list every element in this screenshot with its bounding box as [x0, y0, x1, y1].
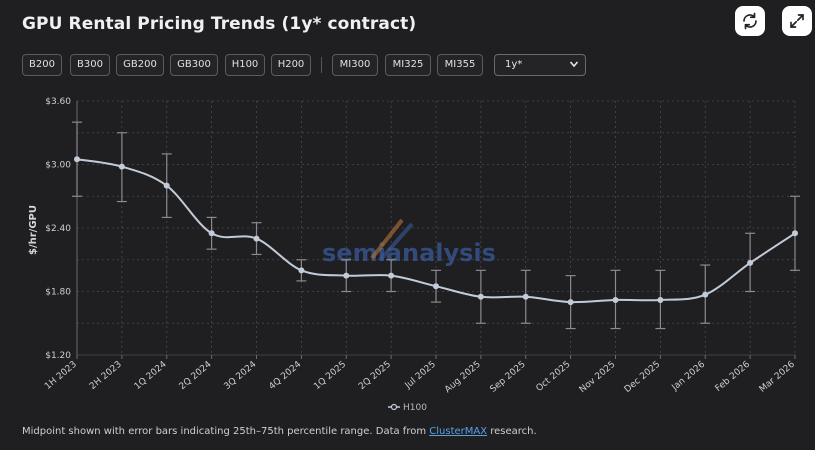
- footer-text-end: research.: [487, 426, 537, 437]
- watermark-mark: [370, 218, 414, 262]
- filter-gb200[interactable]: GB200: [116, 54, 164, 76]
- data-point[interactable]: [612, 296, 619, 303]
- y-axis-ticks: $3.60 $3.00 $2.40 $1.80 $1.20: [45, 97, 71, 361]
- x-tick-label: 2Q 2025: [357, 360, 393, 392]
- data-point[interactable]: [792, 230, 798, 237]
- contract-select[interactable]: 1y*: [494, 54, 586, 76]
- x-axis-ticks: 1H 2023 2H 2023 1Q 2024 2Q 2024 3Q 2024 4Q 20…: [43, 355, 797, 395]
- clustermax-link[interactable]: ClusterMAX: [429, 426, 488, 437]
- x-tick-label: Oct 2025: [534, 360, 572, 394]
- legend-marker: [390, 403, 398, 411]
- chart-title: GPU Rental Pricing Trends (1y* contract): [22, 14, 417, 34]
- x-tick-label: Aug 2025: [443, 360, 483, 396]
- line-chart: semianalysis $3.60 $3.00 $2.40 $1.80 $1.20 1…: [28, 97, 800, 413]
- x-tick-label: 4Q 2024: [267, 359, 303, 392]
- filter-gb300[interactable]: GB300: [170, 54, 218, 76]
- x-tick-label: Feb 2026: [714, 359, 753, 394]
- filter-separator: [321, 57, 322, 73]
- refresh-button[interactable]: [735, 6, 765, 36]
- data-point[interactable]: [343, 272, 350, 279]
- refresh-icon: [743, 12, 757, 30]
- expand-button[interactable]: [782, 6, 812, 36]
- y-tick-label: $3.60: [45, 97, 71, 107]
- data-points: [74, 156, 798, 306]
- y-tick-label: $2.40: [45, 224, 71, 234]
- data-point[interactable]: [298, 267, 305, 274]
- x-tick-label: Sep 2025: [489, 360, 528, 395]
- x-tick-label: 1Q 2025: [312, 360, 348, 392]
- footer-note: Midpoint shown with error bars indicatin…: [22, 426, 537, 437]
- x-tick-label: 1Q 2024: [133, 359, 169, 392]
- x-tick-label: Jul 2025: [403, 360, 438, 392]
- contract-select-value: 1y*: [505, 59, 523, 70]
- data-point[interactable]: [747, 259, 754, 266]
- data-point[interactable]: [657, 296, 664, 303]
- filter-h100[interactable]: H100: [225, 54, 265, 76]
- filter-mi300[interactable]: MI300: [332, 54, 378, 76]
- data-point[interactable]: [388, 272, 395, 279]
- data-point[interactable]: [567, 299, 574, 306]
- data-point[interactable]: [477, 293, 484, 300]
- y-axis-label: $/hr/GPU: [28, 205, 39, 255]
- watermark: semianalysis: [322, 218, 496, 267]
- data-point[interactable]: [118, 163, 125, 170]
- data-point[interactable]: [74, 156, 80, 163]
- data-point[interactable]: [522, 293, 529, 300]
- data-point[interactable]: [253, 235, 260, 242]
- x-tick-label: 2Q 2024: [178, 359, 214, 392]
- x-tick-label: Dec 2025: [623, 360, 663, 395]
- y-tick-label: $3.00: [45, 161, 71, 171]
- filter-h200[interactable]: H200: [271, 54, 311, 76]
- legend[interactable]: H100: [388, 403, 427, 413]
- filter-b300[interactable]: B300: [70, 54, 110, 76]
- x-tick-label: 2H 2023: [88, 360, 124, 392]
- footer-text: Midpoint shown with error bars indicatin…: [22, 426, 430, 437]
- data-point[interactable]: [433, 283, 439, 290]
- watermark-text: semianalysis: [322, 239, 496, 267]
- filter-mi355[interactable]: MI355: [437, 54, 483, 76]
- legend-label-h100: H100: [403, 403, 427, 413]
- data-point[interactable]: [702, 291, 709, 298]
- x-tick-label: Jan 2026: [670, 359, 708, 393]
- filter-b200[interactable]: B200: [22, 54, 62, 76]
- x-tick-label: Mar 2026: [758, 359, 797, 394]
- filter-mi325[interactable]: MI325: [385, 54, 431, 76]
- y-tick-label: $1.80: [45, 288, 71, 298]
- x-tick-label: 3Q 2024: [222, 359, 258, 392]
- grid: [76, 100, 796, 356]
- y-tick-label: $1.20: [45, 351, 71, 361]
- watermark-text-blue: semianalysis: [322, 239, 496, 267]
- data-point[interactable]: [163, 182, 170, 189]
- chevron-down-icon: [569, 61, 579, 68]
- x-tick-label: Nov 2025: [578, 360, 618, 396]
- data-point[interactable]: [208, 230, 215, 237]
- x-tick-label: 1H 2023: [43, 360, 79, 392]
- expand-icon: [790, 14, 804, 28]
